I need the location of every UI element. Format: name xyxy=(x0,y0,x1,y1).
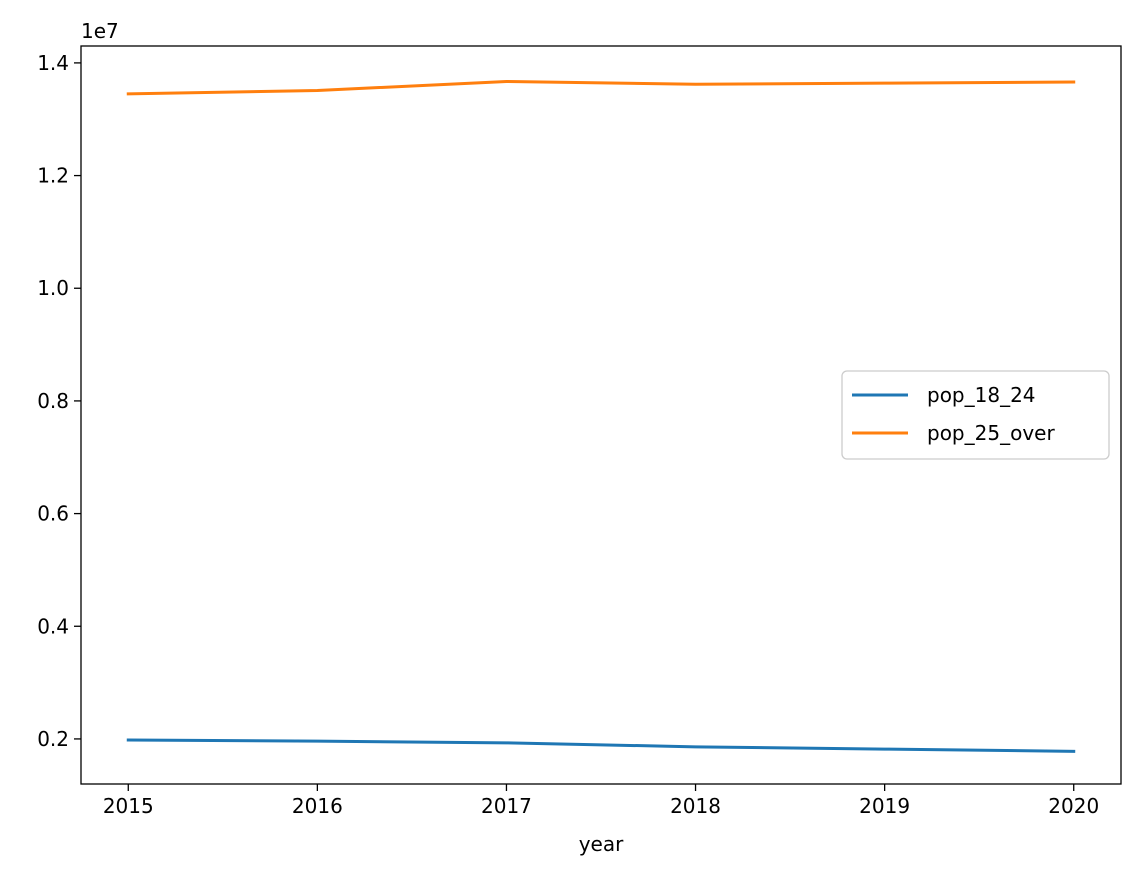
x-tick-label-2016: 2016 xyxy=(292,794,343,818)
x-tick-label-2017: 2017 xyxy=(481,794,532,818)
legend-label-pop-18-24: pop_18_24 xyxy=(927,383,1036,407)
series-line-pop-18-24 xyxy=(126,738,1076,753)
y-tick-label-0.6: 0.6 xyxy=(37,502,69,526)
axes-frame xyxy=(80,45,1122,785)
x-axis-label: year xyxy=(579,832,624,856)
legend: pop_18_24 pop_25_over xyxy=(841,370,1110,460)
y-tick-label-0.2: 0.2 xyxy=(37,727,69,751)
y-tick-label-1.0: 1.0 xyxy=(37,276,69,300)
y-offset-label: 1e7 xyxy=(81,19,119,43)
y-tick-label-0.8: 0.8 xyxy=(37,389,69,413)
x-tick-label-2015: 2015 xyxy=(103,794,154,818)
y-tick-label-1.4: 1.4 xyxy=(37,51,69,75)
legend-label-pop-25-over: pop_25_over xyxy=(927,421,1055,445)
series-layer xyxy=(126,79,1076,753)
x-tick-label-2019: 2019 xyxy=(859,794,910,818)
y-axis: 0.2 0.4 0.6 0.8 1.0 1.2 1.4 xyxy=(37,51,81,751)
x-tick-label-2018: 2018 xyxy=(670,794,721,818)
legend-box xyxy=(841,370,1110,460)
series-line-pop-25-over xyxy=(126,79,1076,96)
y-tick-label-1.2: 1.2 xyxy=(37,164,69,188)
plot-area xyxy=(80,45,1122,785)
y-tick-label-0.4: 0.4 xyxy=(37,614,69,638)
x-tick-label-2020: 2020 xyxy=(1048,794,1099,818)
x-axis: 2015 2016 2017 2018 2019 2020 xyxy=(103,784,1099,818)
